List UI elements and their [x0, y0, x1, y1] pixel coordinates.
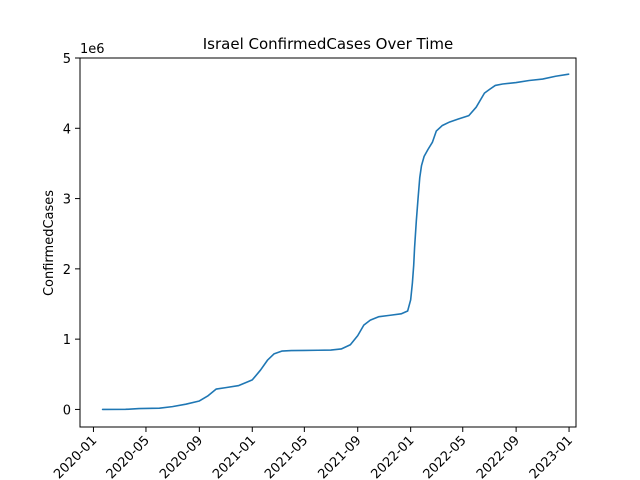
y-axis-label: ConfirmedCases — [42, 190, 57, 296]
chart-title: Israel ConfirmedCases Over Time — [203, 35, 453, 53]
series-layer — [101, 73, 570, 411]
y-tick-label: 0 — [63, 403, 71, 418]
plot-frame — [79, 57, 577, 428]
y-tick-label: 4 — [63, 122, 71, 137]
y-tick-label: 1 — [63, 333, 71, 348]
y-tick-label: 2 — [63, 263, 71, 278]
y-tick-label: 3 — [63, 193, 71, 208]
y-axis-ticks: 0 1 2 3 4 5 — [63, 52, 80, 418]
y-tick-label: 5 — [63, 52, 71, 67]
series-line — [101, 73, 570, 411]
y-axis-offset-label: 1e6 — [80, 42, 105, 57]
